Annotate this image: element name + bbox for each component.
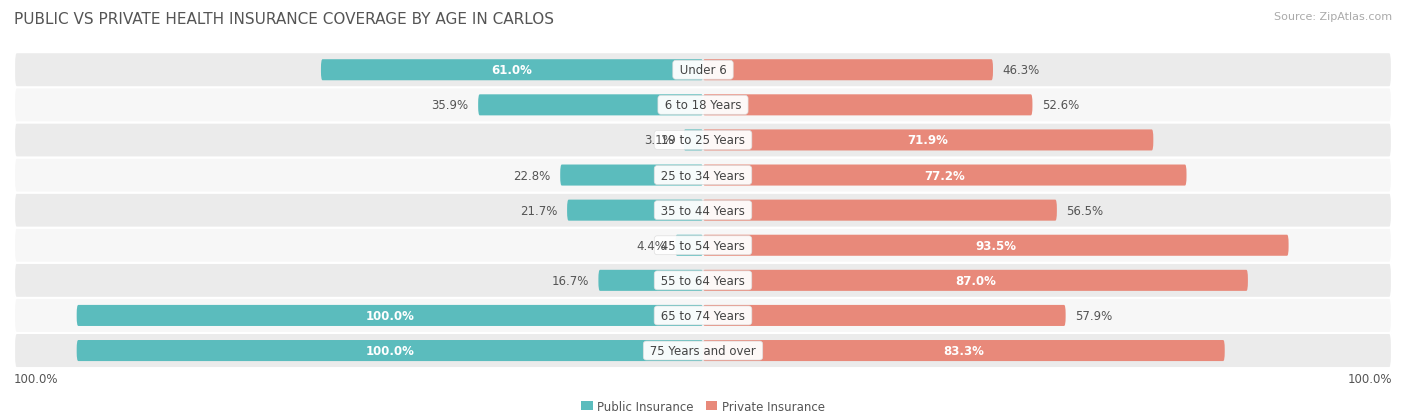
FancyBboxPatch shape: [703, 60, 993, 81]
Text: 100.0%: 100.0%: [1347, 372, 1392, 385]
Text: Source: ZipAtlas.com: Source: ZipAtlas.com: [1274, 12, 1392, 22]
Text: 61.0%: 61.0%: [492, 64, 533, 77]
Text: 71.9%: 71.9%: [908, 134, 949, 147]
Text: 6 to 18 Years: 6 to 18 Years: [661, 99, 745, 112]
Text: 100.0%: 100.0%: [366, 344, 415, 357]
Text: 25 to 34 Years: 25 to 34 Years: [657, 169, 749, 182]
FancyBboxPatch shape: [703, 235, 1289, 256]
FancyBboxPatch shape: [703, 130, 1153, 151]
FancyBboxPatch shape: [703, 95, 1032, 116]
Text: PUBLIC VS PRIVATE HEALTH INSURANCE COVERAGE BY AGE IN CARLOS: PUBLIC VS PRIVATE HEALTH INSURANCE COVER…: [14, 12, 554, 27]
FancyBboxPatch shape: [567, 200, 703, 221]
Text: 55 to 64 Years: 55 to 64 Years: [657, 274, 749, 287]
Text: 46.3%: 46.3%: [1002, 64, 1039, 77]
FancyBboxPatch shape: [703, 305, 1066, 326]
Text: 65 to 74 Years: 65 to 74 Years: [657, 309, 749, 322]
Text: 57.9%: 57.9%: [1076, 309, 1112, 322]
Legend: Public Insurance, Private Insurance: Public Insurance, Private Insurance: [576, 395, 830, 413]
FancyBboxPatch shape: [703, 340, 1225, 361]
FancyBboxPatch shape: [703, 165, 1187, 186]
Text: 16.7%: 16.7%: [551, 274, 589, 287]
FancyBboxPatch shape: [703, 270, 1249, 291]
FancyBboxPatch shape: [599, 270, 703, 291]
Text: 100.0%: 100.0%: [366, 309, 415, 322]
Text: 45 to 54 Years: 45 to 54 Years: [657, 239, 749, 252]
FancyBboxPatch shape: [77, 305, 703, 326]
Text: 22.8%: 22.8%: [513, 169, 551, 182]
FancyBboxPatch shape: [478, 95, 703, 116]
Text: 52.6%: 52.6%: [1042, 99, 1078, 112]
Text: Under 6: Under 6: [676, 64, 730, 77]
Text: 3.1%: 3.1%: [644, 134, 675, 147]
Text: 93.5%: 93.5%: [976, 239, 1017, 252]
FancyBboxPatch shape: [14, 123, 1392, 158]
FancyBboxPatch shape: [560, 165, 703, 186]
FancyBboxPatch shape: [703, 200, 1057, 221]
FancyBboxPatch shape: [14, 228, 1392, 263]
FancyBboxPatch shape: [14, 263, 1392, 298]
FancyBboxPatch shape: [14, 88, 1392, 123]
Text: 19 to 25 Years: 19 to 25 Years: [657, 134, 749, 147]
Text: 35.9%: 35.9%: [432, 99, 468, 112]
FancyBboxPatch shape: [14, 333, 1392, 368]
Text: 77.2%: 77.2%: [924, 169, 965, 182]
FancyBboxPatch shape: [77, 340, 703, 361]
FancyBboxPatch shape: [14, 158, 1392, 193]
FancyBboxPatch shape: [14, 193, 1392, 228]
Text: 35 to 44 Years: 35 to 44 Years: [657, 204, 749, 217]
Text: 87.0%: 87.0%: [955, 274, 995, 287]
Text: 56.5%: 56.5%: [1066, 204, 1104, 217]
Text: 100.0%: 100.0%: [14, 372, 59, 385]
FancyBboxPatch shape: [321, 60, 703, 81]
Text: 4.4%: 4.4%: [636, 239, 666, 252]
Text: 21.7%: 21.7%: [520, 204, 558, 217]
Text: 75 Years and over: 75 Years and over: [647, 344, 759, 357]
FancyBboxPatch shape: [675, 235, 703, 256]
FancyBboxPatch shape: [14, 298, 1392, 333]
Text: 83.3%: 83.3%: [943, 344, 984, 357]
FancyBboxPatch shape: [683, 130, 703, 151]
FancyBboxPatch shape: [14, 53, 1392, 88]
